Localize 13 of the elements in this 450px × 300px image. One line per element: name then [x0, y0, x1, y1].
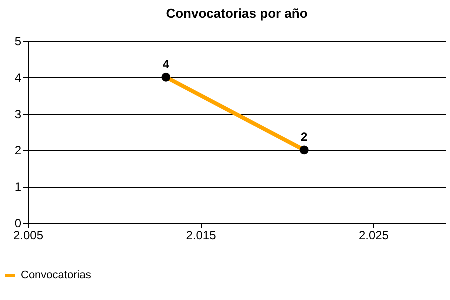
y-tick-label: 2 [14, 144, 22, 158]
y-tick-label: 5 [14, 34, 22, 48]
y-tick-label: 0 [14, 216, 22, 230]
data-label: 4 [162, 57, 170, 72]
y-tick-label: 3 [14, 107, 22, 122]
y-tick-label: 1 [14, 180, 22, 194]
x-tick-label: 2.025 [358, 228, 390, 242]
y-tick-label: 4 [14, 70, 22, 85]
data-label: 2 [301, 130, 308, 144]
x-tick-label: 2.015 [186, 228, 217, 242]
chart-title: Convocatorias por año [166, 6, 308, 21]
legend-label: Convocatorias [21, 270, 92, 282]
x-tick-label: 2.005 [13, 228, 44, 242]
